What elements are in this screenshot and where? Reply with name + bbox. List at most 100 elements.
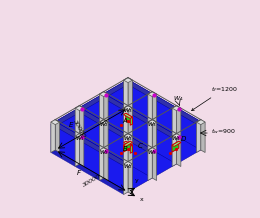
Polygon shape — [75, 107, 104, 124]
Polygon shape — [104, 136, 132, 152]
Polygon shape — [152, 121, 177, 164]
Polygon shape — [99, 120, 108, 125]
Polygon shape — [124, 110, 148, 153]
Polygon shape — [55, 107, 80, 150]
Polygon shape — [172, 106, 177, 138]
Polygon shape — [148, 120, 152, 153]
Polygon shape — [128, 134, 132, 167]
Polygon shape — [172, 107, 201, 124]
Polygon shape — [124, 80, 152, 96]
Polygon shape — [128, 94, 152, 136]
Polygon shape — [177, 106, 181, 138]
Text: $W_4$: $W_4$ — [173, 94, 184, 103]
Polygon shape — [172, 141, 179, 152]
Polygon shape — [99, 152, 124, 194]
Text: $t_w$=900: $t_w$=900 — [211, 127, 236, 136]
Polygon shape — [124, 107, 152, 124]
Polygon shape — [80, 121, 108, 138]
Polygon shape — [148, 148, 152, 181]
Polygon shape — [104, 80, 128, 122]
Polygon shape — [124, 82, 148, 124]
Polygon shape — [148, 121, 177, 138]
Polygon shape — [99, 148, 104, 181]
Text: $W_3$: $W_3$ — [123, 134, 133, 143]
Text: $B$: $B$ — [122, 144, 128, 153]
Polygon shape — [152, 107, 181, 124]
Polygon shape — [201, 120, 205, 153]
Text: $W_2$: $W_2$ — [123, 162, 133, 171]
Polygon shape — [75, 106, 80, 138]
Polygon shape — [75, 136, 104, 152]
Polygon shape — [104, 120, 108, 153]
Polygon shape — [148, 96, 172, 138]
Polygon shape — [152, 92, 157, 124]
Polygon shape — [128, 78, 132, 111]
Polygon shape — [75, 134, 84, 139]
Polygon shape — [99, 94, 128, 110]
Text: $W_3$: $W_3$ — [123, 106, 133, 115]
Polygon shape — [152, 107, 177, 150]
Text: $F$: $F$ — [76, 167, 83, 177]
Polygon shape — [128, 150, 152, 192]
Polygon shape — [128, 80, 152, 122]
Polygon shape — [196, 120, 201, 153]
Polygon shape — [80, 121, 104, 164]
Text: $W_4$: $W_4$ — [171, 134, 181, 143]
Polygon shape — [51, 120, 60, 125]
Polygon shape — [128, 121, 157, 138]
Polygon shape — [80, 106, 84, 138]
Text: y: y — [135, 178, 138, 183]
Polygon shape — [80, 134, 84, 167]
Polygon shape — [177, 107, 201, 150]
Polygon shape — [104, 107, 128, 150]
Polygon shape — [128, 94, 157, 110]
Polygon shape — [80, 94, 108, 110]
Polygon shape — [99, 124, 124, 167]
Polygon shape — [126, 141, 133, 152]
Polygon shape — [99, 92, 108, 97]
Polygon shape — [104, 107, 132, 124]
Polygon shape — [51, 124, 75, 167]
Polygon shape — [124, 162, 128, 194]
Polygon shape — [75, 138, 99, 181]
Polygon shape — [104, 94, 128, 136]
Polygon shape — [104, 121, 128, 164]
Polygon shape — [126, 113, 133, 124]
Polygon shape — [128, 107, 152, 150]
Polygon shape — [128, 162, 132, 194]
Polygon shape — [124, 136, 152, 152]
Polygon shape — [104, 150, 128, 192]
Polygon shape — [148, 148, 157, 153]
Polygon shape — [177, 121, 201, 164]
Polygon shape — [51, 120, 55, 153]
Polygon shape — [177, 134, 181, 167]
Polygon shape — [196, 120, 205, 125]
Polygon shape — [124, 138, 148, 181]
Polygon shape — [99, 148, 108, 153]
Polygon shape — [80, 94, 104, 136]
Polygon shape — [172, 106, 181, 111]
Polygon shape — [75, 106, 84, 111]
Text: $W_3$: $W_3$ — [147, 148, 157, 157]
Polygon shape — [104, 136, 128, 178]
Polygon shape — [124, 134, 132, 139]
Polygon shape — [55, 107, 84, 124]
Polygon shape — [99, 150, 128, 166]
Text: $W_3$: $W_3$ — [147, 120, 157, 129]
Polygon shape — [55, 121, 80, 164]
Text: x: x — [140, 197, 144, 202]
Polygon shape — [172, 110, 196, 153]
Polygon shape — [80, 107, 104, 150]
Polygon shape — [148, 124, 172, 167]
Polygon shape — [148, 94, 177, 110]
Polygon shape — [124, 134, 128, 167]
Text: $D$: $D$ — [180, 134, 187, 143]
Polygon shape — [124, 141, 133, 146]
Polygon shape — [172, 141, 181, 146]
Polygon shape — [51, 121, 80, 138]
Polygon shape — [104, 80, 132, 96]
Polygon shape — [130, 145, 133, 153]
Polygon shape — [124, 162, 132, 167]
Polygon shape — [124, 78, 128, 111]
Text: $W_2$: $W_2$ — [99, 148, 109, 157]
